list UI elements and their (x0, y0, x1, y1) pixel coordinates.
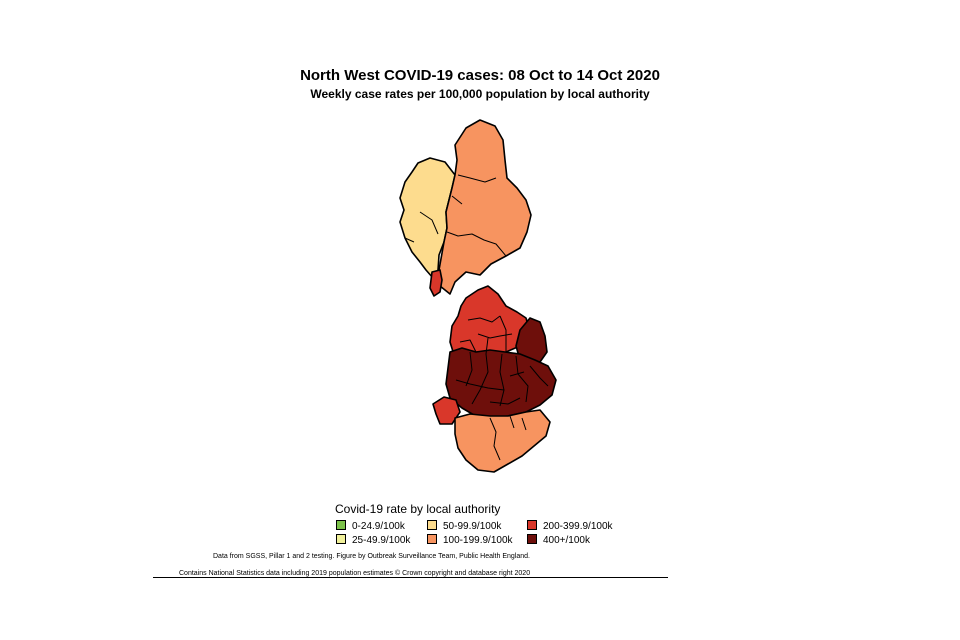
legend-label-1: 25-49.9/100k (352, 535, 411, 546)
legend-swatch-2 (427, 520, 437, 531)
copyright-note: Contains National Statistics data includ… (179, 570, 531, 577)
legend-swatch-1 (336, 534, 346, 545)
legend-item-1: 25-49.9/100k (336, 534, 411, 547)
divider (153, 577, 668, 578)
legend-swatch-0 (336, 520, 346, 531)
legend-item-5: 400+/100k (527, 534, 590, 547)
map-title: North West COVID-19 cases: 08 Oct to 14 … (300, 67, 660, 84)
legend-swatch-5 (527, 534, 537, 545)
legend-swatch-3 (427, 534, 437, 545)
legend-label-0: 0-24.9/100k (352, 521, 405, 532)
source-note: Data from SGSS, Pillar 1 and 2 testing. … (213, 553, 530, 560)
legend-title: Covid-19 rate by local authority (335, 502, 501, 516)
legend-label-5: 400+/100k (543, 535, 590, 546)
legend-item-3: 100-199.9/100k (427, 534, 513, 547)
region-1 (438, 119, 532, 295)
region-7 (454, 409, 551, 473)
legend-label-2: 50-99.9/100k (443, 521, 502, 532)
legend-item-2: 50-99.9/100k (427, 520, 502, 533)
map-subtitle: Weekly case rates per 100,000 population… (310, 87, 650, 101)
region-2 (429, 269, 443, 297)
legend-item-4: 200-399.9/100k (527, 520, 613, 533)
legend-swatch-4 (527, 520, 537, 531)
legend-label-3: 100-199.9/100k (443, 535, 513, 546)
legend-label-4: 200-399.9/100k (543, 521, 613, 532)
legend-item-0: 0-24.9/100k (336, 520, 405, 533)
